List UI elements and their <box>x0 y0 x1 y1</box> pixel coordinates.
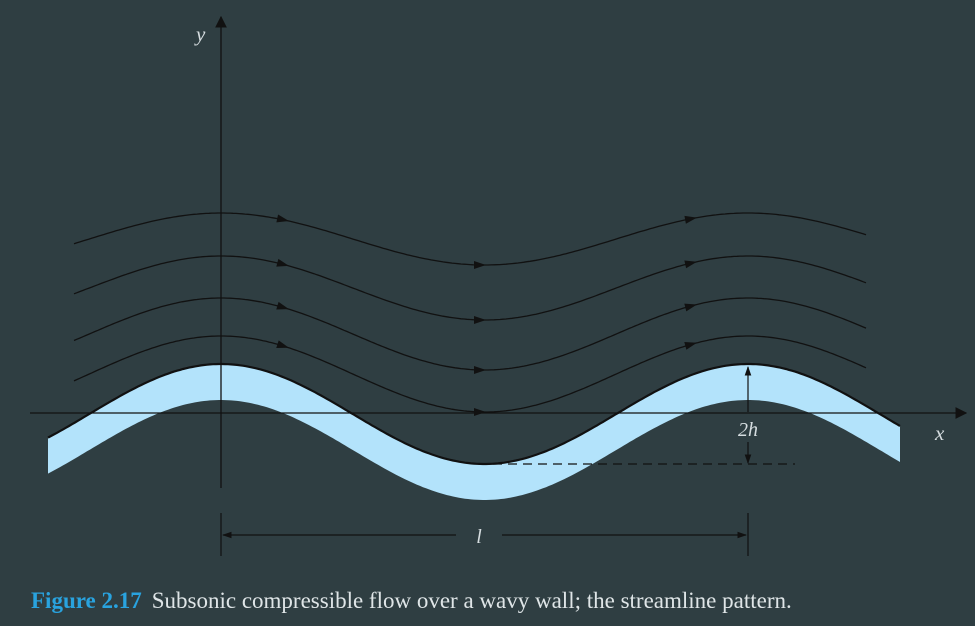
streamline-arrow <box>473 260 486 269</box>
wavelength-label: l <box>476 526 482 548</box>
wavy-wall-diagram: y x 2h l <box>30 15 968 556</box>
streamline <box>73 335 867 413</box>
wall-surface-line <box>47 362 901 466</box>
figure-caption: Figure 2.17 Subsonic compressible flow ov… <box>31 588 792 614</box>
streamline-arrow <box>684 260 697 269</box>
streamline-arrow <box>684 215 697 224</box>
y-axis-label: y <box>194 22 206 46</box>
streamline-arrow <box>684 303 697 312</box>
streamline-arrow <box>276 258 289 267</box>
x-axis-label: x <box>934 421 945 445</box>
figure-number: Figure 2.17 <box>31 588 142 613</box>
streamline-arrow <box>473 315 486 324</box>
streamline-arrow <box>276 214 289 223</box>
caption-text: Subsonic compressible flow over a wavy w… <box>151 588 792 613</box>
streamline-arrow <box>473 407 486 416</box>
streamline <box>73 212 867 266</box>
streamline <box>73 297 867 371</box>
wavy-wall <box>48 364 900 500</box>
streamline-arrow <box>473 365 486 374</box>
streamline-arrow <box>276 301 289 310</box>
streamlines <box>73 212 867 416</box>
streamline <box>73 255 867 321</box>
amplitude-label: 2h <box>738 419 758 441</box>
streamline-arrow <box>684 342 697 350</box>
streamline-arrow <box>276 340 289 348</box>
